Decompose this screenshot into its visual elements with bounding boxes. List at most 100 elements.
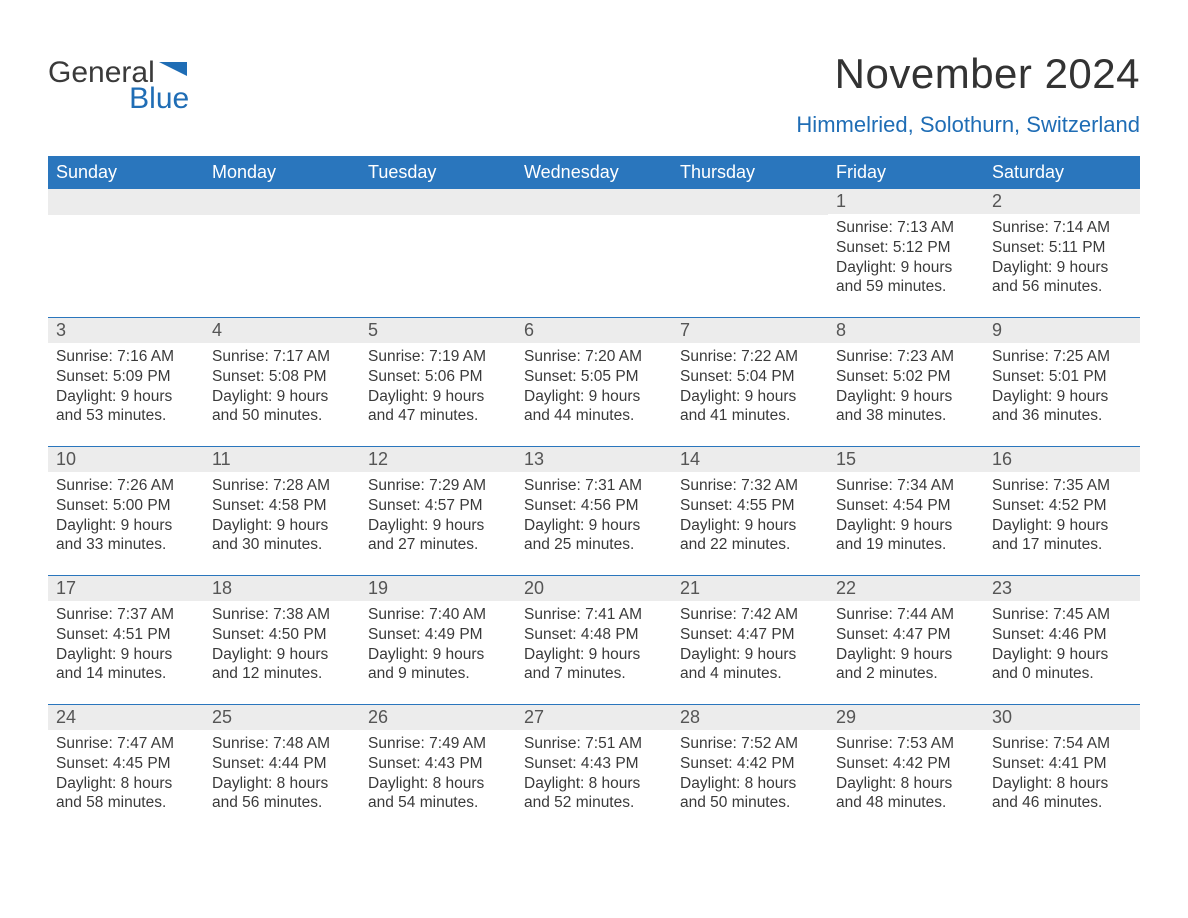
daynum-row: 9 [984, 318, 1140, 343]
calendar-day-cell: 28Sunrise: 7:52 AMSunset: 4:42 PMDayligh… [672, 705, 828, 833]
day-number: 5 [368, 320, 378, 340]
sunset-text: Sunset: 4:42 PM [836, 754, 976, 774]
daylight-line2: and 2 minutes. [836, 664, 976, 684]
day-number: 8 [836, 320, 846, 340]
sunrise-text: Sunrise: 7:49 AM [368, 734, 508, 754]
sunset-text: Sunset: 4:54 PM [836, 496, 976, 516]
daynum-row: 20 [516, 576, 672, 601]
sunset-text: Sunset: 4:51 PM [56, 625, 196, 645]
day-number: 6 [524, 320, 534, 340]
daylight-line1: Daylight: 9 hours [524, 645, 664, 665]
daylight-line1: Daylight: 9 hours [992, 645, 1132, 665]
calendar-day-cell: 30Sunrise: 7:54 AMSunset: 4:41 PMDayligh… [984, 705, 1140, 833]
daylight-line1: Daylight: 9 hours [680, 387, 820, 407]
day-number: 30 [992, 707, 1012, 727]
calendar-week: 3Sunrise: 7:16 AMSunset: 5:09 PMDaylight… [48, 317, 1140, 446]
day-number: 13 [524, 449, 544, 469]
calendar-day-cell: 24Sunrise: 7:47 AMSunset: 4:45 PMDayligh… [48, 705, 204, 833]
sunrise-text: Sunrise: 7:29 AM [368, 476, 508, 496]
calendar-day-cell: 16Sunrise: 7:35 AMSunset: 4:52 PMDayligh… [984, 447, 1140, 575]
sunrise-text: Sunrise: 7:44 AM [836, 605, 976, 625]
day-details: Sunrise: 7:26 AMSunset: 5:00 PMDaylight:… [48, 472, 204, 555]
calendar-day-cell: 20Sunrise: 7:41 AMSunset: 4:48 PMDayligh… [516, 576, 672, 704]
daylight-line2: and 4 minutes. [680, 664, 820, 684]
day-details: Sunrise: 7:23 AMSunset: 5:02 PMDaylight:… [828, 343, 984, 426]
calendar-day-cell: 9Sunrise: 7:25 AMSunset: 5:01 PMDaylight… [984, 318, 1140, 446]
daylight-line1: Daylight: 9 hours [368, 645, 508, 665]
daylight-line2: and 0 minutes. [992, 664, 1132, 684]
day-number: 24 [56, 707, 76, 727]
calendar-day-cell [48, 189, 204, 317]
daylight-line2: and 19 minutes. [836, 535, 976, 555]
calendar-day-cell: 7Sunrise: 7:22 AMSunset: 5:04 PMDaylight… [672, 318, 828, 446]
daylight-line1: Daylight: 9 hours [680, 516, 820, 536]
sunrise-text: Sunrise: 7:19 AM [368, 347, 508, 367]
daylight-line2: and 48 minutes. [836, 793, 976, 813]
weekday-header: Saturday [984, 158, 1140, 189]
daylight-line2: and 38 minutes. [836, 406, 976, 426]
sunset-text: Sunset: 4:45 PM [56, 754, 196, 774]
daylight-line2: and 41 minutes. [680, 406, 820, 426]
sunset-text: Sunset: 5:09 PM [56, 367, 196, 387]
sunset-text: Sunset: 4:52 PM [992, 496, 1132, 516]
daylight-line2: and 30 minutes. [212, 535, 352, 555]
day-number: 19 [368, 578, 388, 598]
day-number: 20 [524, 578, 544, 598]
daynum-row: 22 [828, 576, 984, 601]
daylight-line2: and 56 minutes. [212, 793, 352, 813]
calendar-day-cell: 26Sunrise: 7:49 AMSunset: 4:43 PMDayligh… [360, 705, 516, 833]
daynum-row: 19 [360, 576, 516, 601]
sunrise-text: Sunrise: 7:28 AM [212, 476, 352, 496]
sunset-text: Sunset: 4:42 PM [680, 754, 820, 774]
calendar-day-cell: 6Sunrise: 7:20 AMSunset: 5:05 PMDaylight… [516, 318, 672, 446]
sunset-text: Sunset: 4:48 PM [524, 625, 664, 645]
sunset-text: Sunset: 4:43 PM [524, 754, 664, 774]
calendar-day-cell [204, 189, 360, 317]
daylight-line1: Daylight: 9 hours [368, 516, 508, 536]
daynum-row: 14 [672, 447, 828, 472]
title-block: November 2024 Himmelried, Solothurn, Swi… [796, 50, 1140, 138]
daynum-row: 21 [672, 576, 828, 601]
sunset-text: Sunset: 4:47 PM [680, 625, 820, 645]
calendar-day-cell: 23Sunrise: 7:45 AMSunset: 4:46 PMDayligh… [984, 576, 1140, 704]
day-details: Sunrise: 7:13 AMSunset: 5:12 PMDaylight:… [828, 214, 984, 297]
calendar-day-cell: 21Sunrise: 7:42 AMSunset: 4:47 PMDayligh… [672, 576, 828, 704]
daylight-line2: and 27 minutes. [368, 535, 508, 555]
daylight-line2: and 9 minutes. [368, 664, 508, 684]
calendar-day-cell: 19Sunrise: 7:40 AMSunset: 4:49 PMDayligh… [360, 576, 516, 704]
daylight-line2: and 36 minutes. [992, 406, 1132, 426]
sunrise-text: Sunrise: 7:51 AM [524, 734, 664, 754]
weekday-header: Monday [204, 158, 360, 189]
calendar-day-cell: 14Sunrise: 7:32 AMSunset: 4:55 PMDayligh… [672, 447, 828, 575]
daynum-row [672, 189, 828, 215]
day-details: Sunrise: 7:44 AMSunset: 4:47 PMDaylight:… [828, 601, 984, 684]
daynum-row: 12 [360, 447, 516, 472]
daylight-line1: Daylight: 8 hours [212, 774, 352, 794]
daylight-line1: Daylight: 9 hours [56, 645, 196, 665]
day-details: Sunrise: 7:16 AMSunset: 5:09 PMDaylight:… [48, 343, 204, 426]
sunrise-text: Sunrise: 7:14 AM [992, 218, 1132, 238]
calendar-day-cell [516, 189, 672, 317]
day-details: Sunrise: 7:19 AMSunset: 5:06 PMDaylight:… [360, 343, 516, 426]
daylight-line2: and 56 minutes. [992, 277, 1132, 297]
calendar-day-cell: 15Sunrise: 7:34 AMSunset: 4:54 PMDayligh… [828, 447, 984, 575]
sunset-text: Sunset: 5:04 PM [680, 367, 820, 387]
sunrise-text: Sunrise: 7:45 AM [992, 605, 1132, 625]
day-details: Sunrise: 7:34 AMSunset: 4:54 PMDaylight:… [828, 472, 984, 555]
daylight-line1: Daylight: 9 hours [212, 645, 352, 665]
sunrise-text: Sunrise: 7:13 AM [836, 218, 976, 238]
daylight-line1: Daylight: 9 hours [368, 387, 508, 407]
sunrise-text: Sunrise: 7:54 AM [992, 734, 1132, 754]
calendar-day-cell: 12Sunrise: 7:29 AMSunset: 4:57 PMDayligh… [360, 447, 516, 575]
sunset-text: Sunset: 4:44 PM [212, 754, 352, 774]
sunrise-text: Sunrise: 7:23 AM [836, 347, 976, 367]
calendar-day-cell: 5 Sunrise: 7:19 AMSunset: 5:06 PMDaylight… [360, 318, 516, 446]
sunset-text: Sunset: 4:43 PM [368, 754, 508, 774]
brand-logo: General Blue [48, 50, 187, 114]
calendar-day-cell: 4Sunrise: 7:17 AMSunset: 5:08 PMDaylight… [204, 318, 360, 446]
daylight-line1: Daylight: 9 hours [680, 645, 820, 665]
day-number: 1 [836, 191, 846, 211]
sunrise-text: Sunrise: 7:47 AM [56, 734, 196, 754]
daynum-row [360, 189, 516, 215]
calendar-day-cell: 18Sunrise: 7:38 AMSunset: 4:50 PMDayligh… [204, 576, 360, 704]
